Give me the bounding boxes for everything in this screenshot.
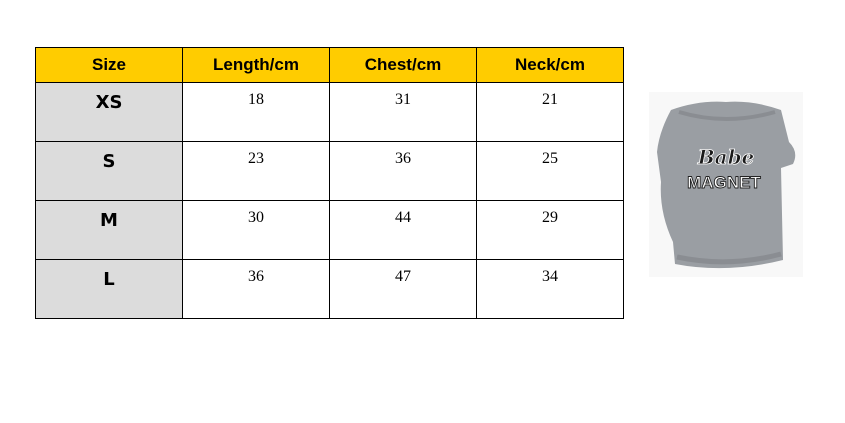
print-magnet: MAGNET [687, 173, 761, 192]
header-chest: Chest/cm [329, 47, 477, 83]
size-cell: M [35, 200, 183, 260]
size-chart-table: Size Length/cm Chest/cm Neck/cm XS 18 31… [35, 47, 624, 319]
header-row: Size Length/cm Chest/cm Neck/cm [35, 47, 624, 83]
size-cell: L [35, 259, 183, 319]
table-row: L 36 47 34 [35, 259, 624, 319]
length-cell: 30 [182, 200, 330, 260]
neck-cell: 29 [476, 200, 624, 260]
header-length: Length/cm [182, 47, 330, 83]
print-babe: Babe [697, 145, 755, 169]
neck-cell: 34 [476, 259, 624, 319]
length-cell: 18 [182, 82, 330, 142]
neck-cell: 25 [476, 141, 624, 201]
length-cell: 36 [182, 259, 330, 319]
chest-cell: 44 [329, 200, 477, 260]
table-row: M 30 44 29 [35, 200, 624, 260]
header-neck: Neck/cm [476, 47, 624, 83]
size-cell: S [35, 141, 183, 201]
chest-cell: 47 [329, 259, 477, 319]
chest-cell: 36 [329, 141, 477, 201]
product-image-dog-shirt: Babe MAGNET [649, 92, 803, 277]
chest-cell: 31 [329, 82, 477, 142]
neck-cell: 21 [476, 82, 624, 142]
size-cell: XS [35, 82, 183, 142]
length-cell: 23 [182, 141, 330, 201]
table-row: XS 18 31 21 [35, 82, 624, 142]
header-size: Size [35, 47, 183, 83]
table-row: S 23 36 25 [35, 141, 624, 201]
